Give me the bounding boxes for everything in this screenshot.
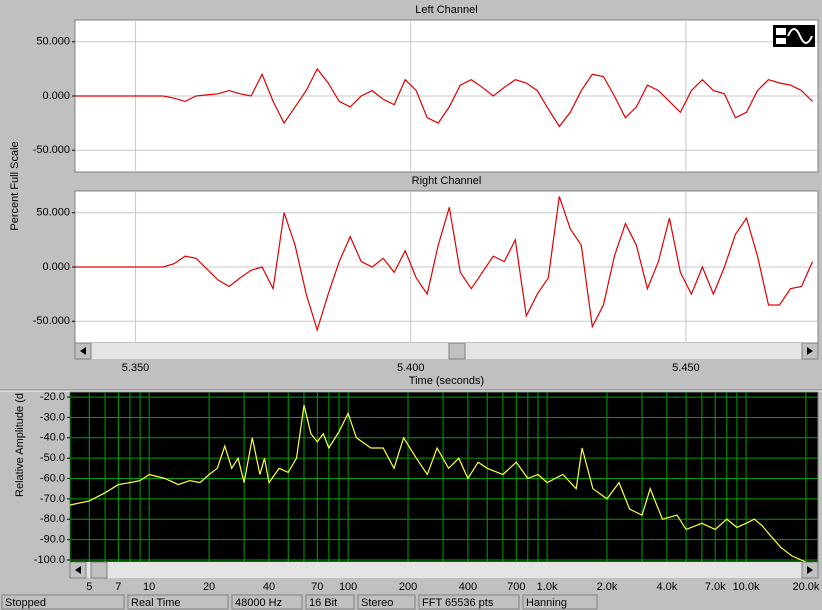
y-tick-label: -30.0 xyxy=(40,411,65,423)
y-axis-label: Relative Amplitude (d xyxy=(14,393,26,497)
y-tick-label: -40.0 xyxy=(40,432,65,444)
x-tick-label: 5 xyxy=(86,581,92,593)
x-tick-label: 20.0k xyxy=(792,581,819,593)
status-text: 48000 Hz xyxy=(235,597,282,609)
arrow-icon xyxy=(80,347,86,355)
scroll-track[interactable] xyxy=(70,562,818,578)
y-tick-label: -50.0 xyxy=(40,452,65,464)
x-tick-label: 400 xyxy=(459,581,477,593)
x-tick-label: 40 xyxy=(263,581,275,593)
status-panel xyxy=(305,594,355,610)
arrow-icon xyxy=(75,566,81,574)
app-logo[interactable] xyxy=(773,25,815,47)
x-tick-label: 700 xyxy=(507,581,525,593)
plot-layer xyxy=(75,191,818,343)
y-tick-label: -70.0 xyxy=(40,493,65,505)
status-text: Stopped xyxy=(5,597,46,609)
x-tick-label: 200 xyxy=(399,581,417,593)
x-axis-label: Time (seconds) xyxy=(409,375,484,387)
y-tick-label: 50.000 xyxy=(36,36,70,48)
y-tick-label: -80.0 xyxy=(40,513,65,525)
arrow-icon xyxy=(807,347,813,355)
status-panel xyxy=(418,594,520,610)
channel-title: Left Channel xyxy=(415,4,477,16)
scroll-thumb[interactable] xyxy=(448,342,466,360)
x-tick-label: 70 xyxy=(311,581,323,593)
x-tick-label: 4.0k xyxy=(656,581,677,593)
status-text: Hanning xyxy=(526,597,567,609)
signal-line xyxy=(75,196,814,333)
channel-title: Right Channel xyxy=(412,175,482,187)
scroll-track[interactable] xyxy=(75,343,818,359)
x-tick-label: 1.0k xyxy=(537,581,558,593)
x-tick-label: 5.450 xyxy=(672,362,700,374)
status-panel xyxy=(127,594,229,610)
status-panel xyxy=(231,594,303,610)
status-panel xyxy=(1,594,125,610)
y-tick-label: -50.000 xyxy=(33,144,70,156)
x-tick-label: 10 xyxy=(143,581,155,593)
y-tick-label: 50.000 xyxy=(36,207,70,219)
logo-glyph xyxy=(776,38,786,44)
x-tick-label: 7.0k xyxy=(705,581,726,593)
status-text: Stereo xyxy=(361,597,393,609)
y-axis-label: Percent Full Scale xyxy=(9,141,21,230)
arrow-icon xyxy=(807,566,813,574)
y-tick-label: 0.000 xyxy=(42,90,70,102)
x-tick-label: 20 xyxy=(203,581,215,593)
status-text: Real Time xyxy=(131,597,181,609)
y-tick-label: -90.0 xyxy=(40,534,65,546)
status-panel xyxy=(357,594,416,610)
status-bar: Stopped Real Time 48000 Hz 16 Bit Stereo FFT … xyxy=(1,594,598,610)
time-scrollbar[interactable] xyxy=(74,342,819,360)
freq-scrollbar[interactable] xyxy=(69,561,819,579)
x-tick-label: 100 xyxy=(339,581,357,593)
logo-wave xyxy=(787,28,813,44)
signal-line xyxy=(75,67,813,128)
y-tick-label: -20.0 xyxy=(40,391,65,403)
y-tick-label: -50.000 xyxy=(33,315,70,327)
plot-layer xyxy=(70,392,818,562)
y-tick-label: -100.0 xyxy=(34,554,65,566)
plot-layer xyxy=(75,20,818,172)
status-text: FFT 65536 pts xyxy=(422,597,494,609)
x-tick-label: 10.0k xyxy=(733,581,760,593)
x-tick-label: 5.350 xyxy=(122,362,150,374)
scroll-thumb[interactable] xyxy=(90,561,108,579)
status-panel xyxy=(522,594,598,610)
signal-line xyxy=(70,405,807,562)
y-tick-label: -60.0 xyxy=(40,472,65,484)
status-text: 16 Bit xyxy=(309,597,337,609)
x-tick-label: 5.400 xyxy=(397,362,425,374)
x-tick-label: 7 xyxy=(115,581,121,593)
y-tick-label: 0.000 xyxy=(42,261,70,273)
logo-glyph xyxy=(776,28,786,35)
x-tick-label: 2.0k xyxy=(597,581,618,593)
